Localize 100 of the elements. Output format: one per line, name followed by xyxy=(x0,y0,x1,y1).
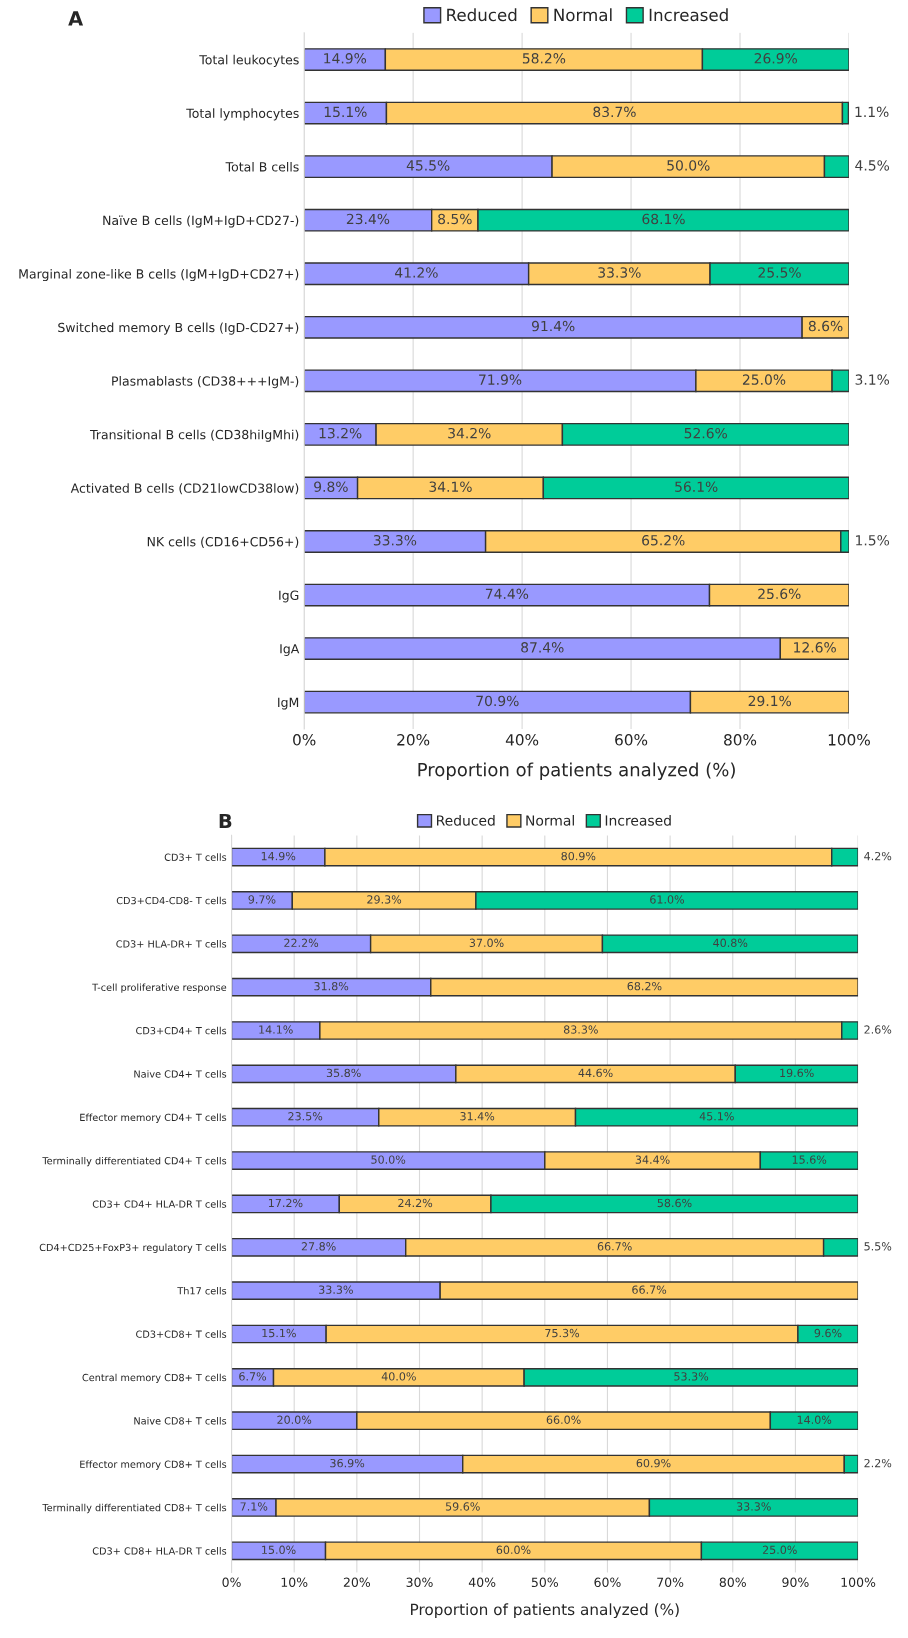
y-tick-label: Total lymphocytes xyxy=(186,108,299,121)
data-label: 2.2% xyxy=(864,1458,892,1468)
y-tick-label: CD3+CD4+ T cells xyxy=(136,1026,227,1035)
data-label: 29.1% xyxy=(748,695,792,707)
y-tick-label: CD3+ CD4+ HLA-DR T cells xyxy=(92,1200,227,1208)
x-tick-label: 60% xyxy=(615,734,648,746)
x-tick-label: 80% xyxy=(719,1577,746,1588)
x-tick-label: 40% xyxy=(468,1577,496,1588)
data-label: 8.5% xyxy=(438,213,472,225)
data-label: 74.4% xyxy=(485,588,529,600)
y-tick-label: Marginal zone-like B cells (IgM+IgD+CD27+) xyxy=(19,268,299,282)
data-label: 7.1% xyxy=(240,1502,268,1511)
data-label: 29.3% xyxy=(367,895,402,904)
data-label: 34.4% xyxy=(635,1155,670,1164)
data-label: 25.6% xyxy=(758,588,801,600)
data-label: 80.9% xyxy=(561,851,596,861)
data-label: 45.1% xyxy=(699,1112,734,1121)
data-label: 14.0% xyxy=(797,1415,832,1424)
data-label: 50.0% xyxy=(371,1155,406,1164)
data-label: 3.1% xyxy=(855,374,890,385)
data-label: 20.0% xyxy=(277,1415,312,1424)
x-tick-label: 10% xyxy=(281,1577,308,1588)
y-tick-label: Activated B cells (CD21lowCD38low) xyxy=(70,483,299,495)
x-tick-label: 50% xyxy=(531,1577,558,1588)
legend-label: Normal xyxy=(526,814,574,826)
data-label: 15.6% xyxy=(792,1155,827,1164)
data-label: 66.7% xyxy=(597,1242,632,1251)
y-tick-label: CD3+CD4-CD8- T cells xyxy=(116,896,227,905)
y-tick-label: IgG xyxy=(279,590,299,603)
data-label: 12.6% xyxy=(794,642,836,653)
y-tick-label: Plasmablasts (CD38+++IgM-) xyxy=(112,376,299,389)
data-label: 14.9% xyxy=(261,851,296,861)
data-label: 56.1% xyxy=(675,481,718,492)
data-label: 58.2% xyxy=(522,53,566,64)
data-label: 8.6% xyxy=(808,320,843,332)
y-tick-label: Terminally differentiated CD8+ T cells xyxy=(42,1503,227,1514)
y-tick-label: Central memory CD8+ T cells xyxy=(82,1373,227,1384)
x-tick-label: 60% xyxy=(594,1577,621,1588)
x-tick-label: 0% xyxy=(293,734,316,746)
data-label: 58.6% xyxy=(657,1198,692,1208)
data-label: 15.0% xyxy=(262,1545,296,1555)
data-label: 36.9% xyxy=(330,1458,365,1468)
data-label: 66.7% xyxy=(632,1285,667,1294)
y-tick-label: NK cells (CD16+CD56+) xyxy=(147,536,299,548)
legend-label: Normal xyxy=(554,8,612,22)
data-label: 60.9% xyxy=(636,1458,671,1468)
x-tick-label: 100% xyxy=(841,1577,876,1588)
data-label: 14.9% xyxy=(324,53,367,64)
data-label: 33.3% xyxy=(736,1502,771,1511)
x-tick-label: 80% xyxy=(724,734,757,746)
data-label: 50.0% xyxy=(667,160,710,171)
y-tick-label: CD3+ CD8+ HLA-DR T cells xyxy=(92,1547,227,1555)
chart-title: B xyxy=(219,813,232,829)
data-label: 1.1% xyxy=(855,106,889,118)
data-label: 91.4% xyxy=(531,320,575,332)
data-label: 44.6% xyxy=(578,1068,613,1078)
data-label: 13.2% xyxy=(319,427,362,439)
y-tick-label: Total B cells xyxy=(225,161,299,172)
data-label: 15.1% xyxy=(262,1328,296,1338)
x-tick-label: 70% xyxy=(657,1577,684,1588)
data-label: 68.1% xyxy=(642,213,685,225)
data-label: 9.8% xyxy=(314,481,348,492)
data-label: 15.1% xyxy=(324,106,367,118)
data-label: 35.8% xyxy=(326,1068,361,1078)
data-label: 9.6% xyxy=(814,1328,842,1338)
data-label: 83.7% xyxy=(593,106,636,118)
y-tick-label: T-cell proliferative response xyxy=(92,983,227,993)
data-label: 33.3% xyxy=(373,535,417,546)
y-tick-label: IgA xyxy=(280,644,300,656)
data-label: 40.0% xyxy=(381,1372,416,1381)
data-label: 61.0% xyxy=(650,895,685,904)
data-label: 71.9% xyxy=(479,374,522,385)
y-tick-label: CD3+ T cells xyxy=(164,853,227,861)
y-tick-label: Naïve B cells (IgM+IgD+CD27-) xyxy=(103,215,299,228)
y-tick-label: CD4+CD25+FoxP3+ regulatory T cells xyxy=(39,1243,227,1253)
data-label: 23.4% xyxy=(346,213,390,225)
data-label: 68.2% xyxy=(627,981,662,991)
data-label: 25.5% xyxy=(758,267,801,278)
data-label: 1.5% xyxy=(856,535,890,546)
legend-label: Increased xyxy=(605,814,671,826)
x-tick-label: 20% xyxy=(397,734,430,746)
data-label: 31.4% xyxy=(460,1112,495,1121)
data-label: 60.0% xyxy=(496,1545,531,1555)
y-tick-label: CD3+CD8+ T cells xyxy=(136,1330,227,1338)
data-label: 59.6% xyxy=(445,1502,480,1511)
data-label: 5.5% xyxy=(864,1242,892,1251)
data-label: 9.7% xyxy=(248,895,276,904)
data-label: 66.0% xyxy=(546,1415,581,1424)
x-axis-title: Proportion of patients analyzed (%) xyxy=(411,1603,679,1619)
x-tick-label: 30% xyxy=(406,1577,433,1588)
data-label: 23.5% xyxy=(288,1112,323,1121)
y-tick-label: Terminally differentiated CD4+ T cells xyxy=(42,1156,227,1167)
data-label: 4.5% xyxy=(855,160,890,171)
y-tick-label: Th17 cells xyxy=(177,1286,227,1295)
data-label: 19.6% xyxy=(780,1068,814,1078)
data-label: 34.2% xyxy=(448,427,491,439)
x-tick-label: 100% xyxy=(828,734,870,746)
y-tick-label: Effector memory CD8+ T cells xyxy=(80,1460,227,1470)
data-label: 65.2% xyxy=(642,535,685,546)
y-tick-label: CD3+ HLA-DR+ T cells xyxy=(116,940,227,948)
